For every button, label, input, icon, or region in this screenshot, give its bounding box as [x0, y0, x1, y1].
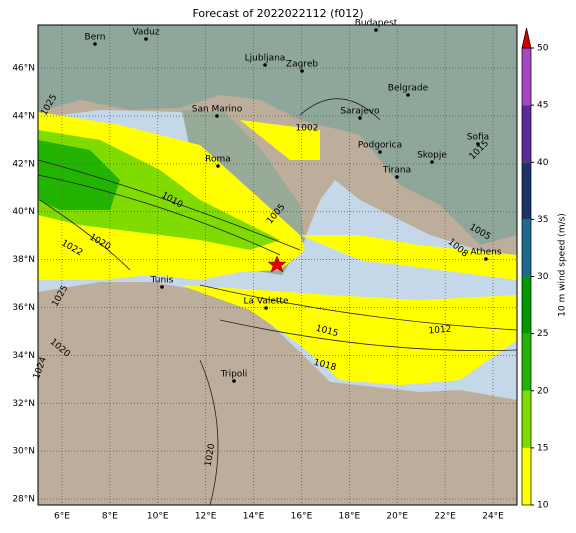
x-tick-label: 18°E — [339, 512, 361, 522]
colorbar-bin — [522, 447, 531, 505]
city-dot — [300, 69, 304, 73]
city-label: Tirana — [382, 166, 411, 176]
city-dot — [378, 150, 382, 154]
city-label: La Valette — [244, 297, 289, 307]
city-label: Zagreb — [286, 60, 318, 70]
map-background — [37, 25, 518, 506]
city-dot — [93, 42, 97, 46]
city-label: Tunis — [150, 276, 174, 286]
city-label: San Marino — [192, 105, 243, 115]
city-label: Athens — [470, 248, 501, 258]
colorbar-tick-label: 10 — [537, 501, 549, 511]
x-tick-label: 12°E — [195, 512, 217, 522]
city-label: Roma — [205, 155, 231, 165]
city-label: Podgorica — [358, 141, 402, 151]
colorbar-tick-label: 45 — [537, 101, 548, 111]
y-tick-label: 40°N — [12, 207, 35, 217]
x-tick-label: 10°E — [147, 512, 169, 522]
city-label: Belgrade — [388, 84, 429, 94]
x-tick-label: 16°E — [291, 512, 313, 522]
city-dot — [395, 175, 399, 179]
colorbar-bin — [522, 48, 531, 106]
colorbar-bin — [522, 333, 531, 391]
y-tick-label: 44°N — [12, 111, 35, 121]
city-dot — [374, 28, 378, 32]
city-label: Budapest — [355, 19, 398, 29]
y-tick-label: 42°N — [12, 159, 35, 169]
isobar-label: 1002 — [296, 124, 319, 134]
city-dot — [160, 285, 164, 289]
colorbar-bin — [522, 105, 531, 163]
x-tick-label: 24°E — [482, 512, 504, 522]
x-tick-label: 6°E — [54, 512, 70, 522]
colorbar-extend — [521, 27, 532, 49]
isobar-label: 1012 — [428, 325, 452, 337]
title: Forecast of 2022022112 (f012) — [192, 7, 363, 20]
city-dot — [406, 93, 410, 97]
y-tick-label: 38°N — [12, 255, 35, 265]
city-dot — [144, 37, 148, 41]
x-tick-label: 20°E — [386, 512, 408, 522]
city-label: Skopje — [417, 151, 447, 161]
city-label: Vaduz — [132, 28, 159, 38]
city-dot — [216, 164, 220, 168]
city-dot — [215, 114, 219, 118]
city-dot — [484, 257, 488, 261]
colorbar-tick-label: 25 — [537, 329, 548, 339]
colorbar-tick-label: 40 — [537, 158, 549, 168]
city-label: Ljubljana — [245, 54, 286, 64]
colorbar-tick-label: 35 — [537, 215, 548, 225]
x-tick-label: 22°E — [434, 512, 456, 522]
y-tick-label: 28°N — [12, 495, 35, 505]
y-tick-label: 46°N — [12, 64, 35, 74]
x-tick-label: 14°E — [243, 512, 265, 522]
grid — [38, 25, 517, 505]
city-dot — [232, 379, 236, 383]
colorbar-label: 10 m wind speed (m/s) — [558, 213, 568, 317]
colorbar-bin — [522, 162, 531, 220]
colorbar-tick-label: 30 — [537, 272, 549, 282]
x-tick-label: 8°E — [102, 512, 118, 522]
map-frame — [37, 24, 518, 506]
city-dot — [476, 142, 480, 146]
isobar-label: 1020 — [204, 443, 218, 468]
colorbar-bin — [522, 219, 531, 277]
y-tick-label: 30°N — [12, 447, 35, 457]
y-tick-label: 34°N — [12, 351, 35, 361]
y-tick-label: 32°N — [12, 399, 35, 409]
city-dot — [263, 63, 267, 67]
city-dot — [358, 116, 362, 120]
colorbar-tick-label: 15 — [537, 443, 548, 453]
colorbar-tick-label: 20 — [537, 386, 549, 396]
city-dot — [430, 160, 434, 164]
marker — [267, 255, 287, 273]
city-label: Sofia — [467, 133, 489, 143]
city-label: Tripoli — [220, 370, 248, 380]
colorbar-bin — [522, 276, 531, 334]
city-label: Bern — [85, 33, 106, 43]
colorbar-tick-label: 50 — [537, 44, 549, 54]
city-label: Sarajevo — [340, 107, 380, 117]
city-dot — [264, 306, 268, 310]
y-tick-label: 36°N — [12, 303, 35, 313]
colorbar-bin — [522, 390, 531, 448]
